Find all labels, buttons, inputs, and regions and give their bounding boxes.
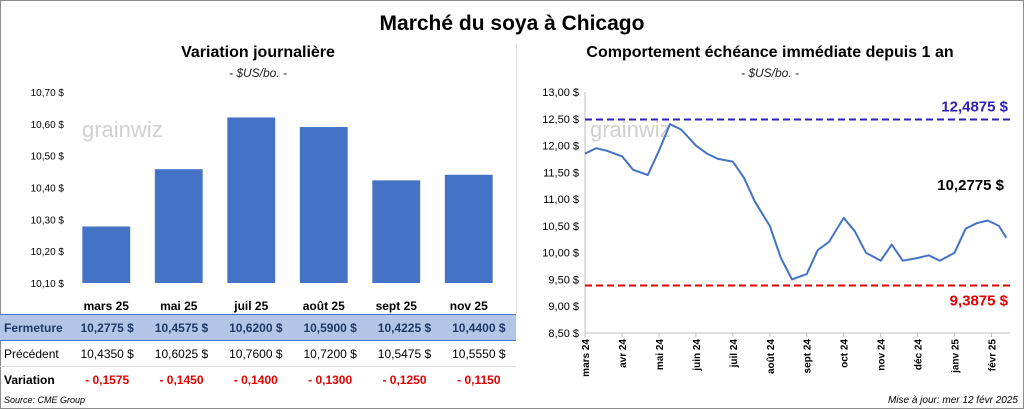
table-cell: 10,7200 $ xyxy=(303,346,357,361)
source-note: Source: CME Group xyxy=(4,395,86,405)
table-cell: 10,5900 $ xyxy=(292,314,368,341)
right-chart-title: Comportement échéance immédiate depuis 1… xyxy=(586,44,954,61)
x-tick-label: nov 24 xyxy=(877,339,888,371)
price-series-line xyxy=(584,123,1008,281)
y-tick-label: 8,50 $ xyxy=(548,328,579,340)
table-cell: - 0,1300 xyxy=(292,366,368,393)
left-chart-unit: - $US/bo. - xyxy=(228,66,288,80)
row-label: Précédent xyxy=(4,346,59,361)
update-note: Mise à jour: mer 12 févr 2025 xyxy=(887,395,1018,406)
x-tick-label: janv 25 xyxy=(951,339,962,374)
x-tick-label: mai 25 xyxy=(160,299,198,313)
table-cell: - 0,1250 xyxy=(367,366,442,393)
bar xyxy=(299,127,348,284)
x-tick-label: sept 25 xyxy=(376,299,418,313)
panel-divider xyxy=(516,44,517,314)
x-tick-label: juin 24 xyxy=(692,339,703,372)
right-chart-unit: - $US/bo. - xyxy=(740,66,800,80)
bar xyxy=(154,169,203,283)
x-tick-label: mars 24 xyxy=(581,339,592,377)
row-label: Variation xyxy=(0,366,70,393)
high-label: 12,4875 $ xyxy=(941,98,1008,115)
x-tick-label: févr 25 xyxy=(988,339,999,372)
bar xyxy=(372,180,421,283)
table-row: Fermeture 10,2775 $10,4575 $10,6200 $10,5… xyxy=(0,314,516,341)
table-cell: 10,2775 $ xyxy=(70,314,145,341)
table-cell: - 0,1150 xyxy=(441,366,516,393)
y-tick-label: 13,00 $ xyxy=(542,87,579,99)
y-tick-label: 11,50 $ xyxy=(543,167,579,179)
watermark-text: grainwiz xyxy=(82,117,163,142)
x-tick-label: sept 24 xyxy=(803,339,814,374)
low-label: 9,3875 $ xyxy=(950,292,1009,309)
y-tick-label: 10,40 $ xyxy=(31,184,65,195)
y-tick-label: 10,10 $ xyxy=(31,279,65,290)
bar xyxy=(227,117,276,283)
table-row: Variation - 0,1575- 0,1450- 0,1400- 0,130… xyxy=(0,366,516,393)
y-tick-label: 10,20 $ xyxy=(31,247,65,258)
y-tick-label: 9,50 $ xyxy=(548,274,579,286)
table-cell: - 0,1400 xyxy=(218,366,293,393)
y-tick-label: 10,60 $ xyxy=(31,120,65,131)
bar xyxy=(444,174,493,283)
y-tick-label: 10,00 $ xyxy=(542,248,579,260)
prices-table: Fermeture 10,2775 $10,4575 $10,6200 $10,5… xyxy=(0,314,516,393)
y-tick-label: 10,30 $ xyxy=(31,215,65,226)
bar xyxy=(82,226,131,283)
x-tick-label: juil 24 xyxy=(729,339,740,369)
x-tick-label: août 24 xyxy=(766,339,777,374)
y-tick-label: 10,50 $ xyxy=(542,221,579,233)
x-tick-label: déc 24 xyxy=(914,339,925,371)
x-tick-label: mars 25 xyxy=(84,299,130,313)
y-tick-label: 10,70 $ xyxy=(31,88,65,99)
table-cell: 10,5475 $ xyxy=(377,346,432,361)
table-cell: 10,4225 $ xyxy=(367,314,442,341)
x-tick-label: août 25 xyxy=(303,299,345,313)
x-tick-label: mai 24 xyxy=(655,339,666,371)
page-title: Marché du soya à Chicago xyxy=(379,12,645,35)
y-tick-label: 11,00 $ xyxy=(543,194,579,206)
table-row: Précédent 10,4350 $ 10,6025 $ 10,7600 $ 10,7… xyxy=(0,341,516,367)
table-cell: 10,4400 $ xyxy=(441,314,516,341)
table-cell: 10,4575 $ xyxy=(144,314,219,341)
row-label: Fermeture xyxy=(0,314,70,341)
x-tick-label: oct 24 xyxy=(840,339,851,368)
x-tick-label: avr 24 xyxy=(618,339,629,368)
table-cell: - 0,1450 xyxy=(144,366,219,393)
daily-variation-bar-chart: grainwiz 10,10 $ 10,20 $ 10,30 $ 10,40 $ 10,5… xyxy=(31,88,493,313)
x-tick-label: nov 25 xyxy=(450,299,488,313)
y-tick-label: 9,00 $ xyxy=(548,301,579,313)
left-chart-title: Variation journalière xyxy=(181,44,335,61)
x-tick-label: juil 25 xyxy=(233,299,268,313)
y-tick-label: 10,50 $ xyxy=(31,152,65,163)
y-tick-label: 12,50 $ xyxy=(542,114,579,126)
table-cell: 10,6200 $ xyxy=(218,314,293,341)
last-value-label: 10,2775 $ xyxy=(937,177,1004,194)
table-cell: 10,5550 $ xyxy=(452,346,506,361)
table-cell: 10,6025 $ xyxy=(154,346,209,361)
table-cell: 10,4350 $ xyxy=(80,346,134,361)
table-cell: 10,7600 $ xyxy=(229,346,283,361)
y-tick-label: 12,00 $ xyxy=(542,141,579,153)
watermark-text: grainwiz xyxy=(590,117,671,142)
table-cell: - 0,1575 xyxy=(70,366,145,393)
